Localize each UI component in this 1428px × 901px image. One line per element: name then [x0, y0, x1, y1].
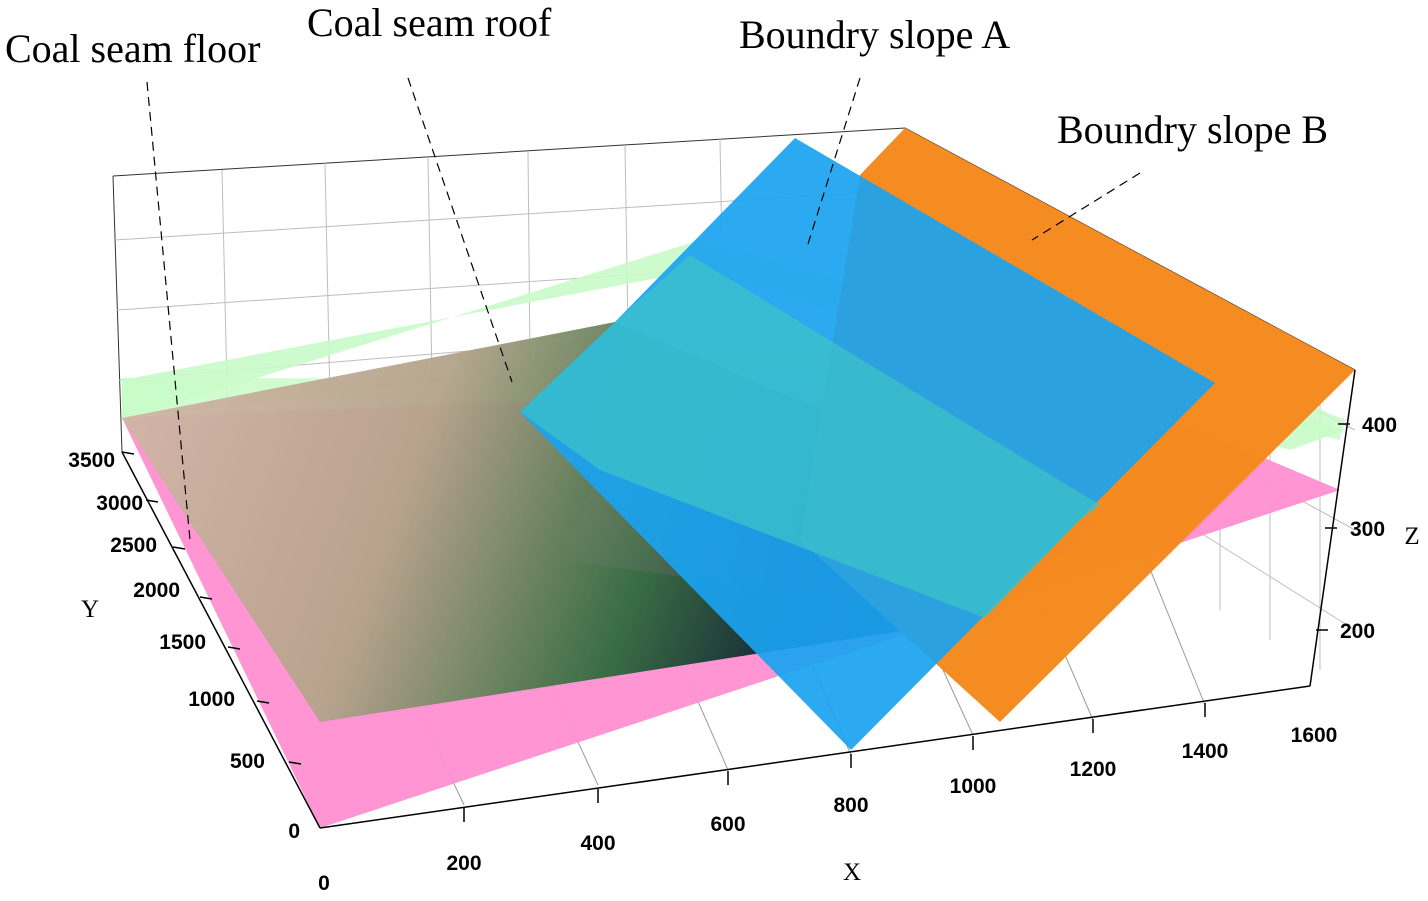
y-tick-mark [121, 451, 135, 455]
y-tick-label: 2500 [110, 534, 157, 557]
x-axis-label: X [843, 859, 861, 886]
z-ticks [1316, 423, 1350, 631]
y-tick-mark [199, 596, 213, 600]
y-tick-mark [227, 646, 241, 650]
y-ticks [121, 451, 302, 765]
annotation-boundry-slope-a: Boundry slope A [739, 12, 1010, 57]
y-tick-label: 0 [288, 820, 300, 843]
annotation-coal-seam-floor: Coal seam floor [5, 26, 261, 71]
grid-v-5 [624, 144, 629, 331]
y-tick-label: 500 [230, 750, 265, 773]
x-tick-label: 200 [446, 852, 481, 875]
x-tick-label: 800 [833, 794, 868, 817]
y-tick-mark [288, 761, 302, 765]
x-tick-label: 400 [580, 832, 615, 855]
grid-v-3 [427, 156, 433, 381]
y-tick-labels: 3500 3000 2500 2000 1500 1000 500 0 [68, 449, 300, 843]
z-tick-label: 300 [1350, 518, 1385, 541]
y-axis-label: Y [81, 596, 99, 623]
x-tick-label: 1000 [950, 775, 997, 798]
x-tick-label: 0 [318, 872, 330, 895]
leader-boundry-slope-b [1031, 172, 1141, 241]
box-left-vertical [112, 175, 123, 453]
z-tick-label: 400 [1362, 414, 1397, 437]
surface-slope-a-overlap [520, 255, 1100, 618]
y-tick-label: 2000 [133, 579, 180, 602]
x-tick-label: 1600 [1291, 724, 1338, 747]
y-tick-mark [172, 546, 186, 550]
annotation-boundry-slope-b: Boundry slope B [1057, 107, 1328, 152]
y-tick-mark [145, 499, 159, 503]
z-axis-label: Z [1404, 523, 1419, 550]
x-tick-labels: 0 200 400 600 800 1000 1200 1400 1600 [318, 724, 1337, 895]
z-tick-labels: 400 300 200 [1340, 414, 1397, 643]
x-tick-label: 1200 [1070, 758, 1117, 781]
y-tick-label: 1000 [188, 688, 235, 711]
y-tick-label: 3500 [68, 449, 115, 472]
y-tick-label: 3000 [96, 492, 143, 515]
z-tick-label: 200 [1340, 620, 1375, 643]
axis-y-line [121, 451, 321, 829]
grid-r-3 [1179, 519, 1356, 631]
leader-coal-seam-floor [146, 81, 191, 541]
y-tick-mark [256, 700, 270, 704]
grid-v-2 [324, 162, 331, 401]
x-tick-label: 1400 [1182, 740, 1229, 763]
y-tick-label: 1500 [159, 631, 206, 654]
leader-coal-seam-roof [407, 77, 513, 383]
grid-v-4 [527, 150, 531, 361]
annotation-coal-seam-roof: Coal seam roof [307, 0, 552, 45]
annotation-leaders [146, 77, 1141, 541]
axis-x-line [319, 685, 1311, 829]
x-ticks [463, 703, 1206, 822]
x-tick-label: 600 [710, 813, 745, 836]
